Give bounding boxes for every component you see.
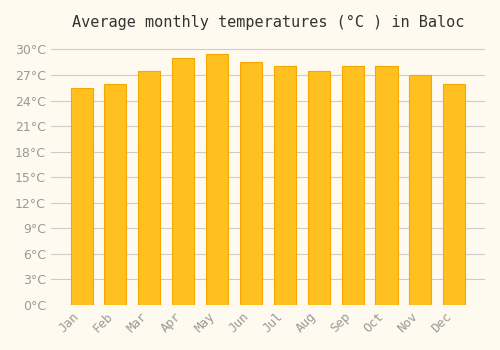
Bar — [172, 58, 194, 305]
Bar — [206, 54, 228, 305]
Bar — [410, 75, 432, 305]
Bar — [138, 71, 160, 305]
Bar — [104, 84, 126, 305]
Bar — [70, 88, 92, 305]
Bar — [443, 84, 466, 305]
Bar — [240, 62, 262, 305]
Bar — [342, 66, 363, 305]
Bar — [376, 66, 398, 305]
Title: Average monthly temperatures (°C ) in Baloc: Average monthly temperatures (°C ) in Ba… — [72, 15, 464, 30]
Bar — [274, 66, 296, 305]
Bar — [308, 71, 330, 305]
